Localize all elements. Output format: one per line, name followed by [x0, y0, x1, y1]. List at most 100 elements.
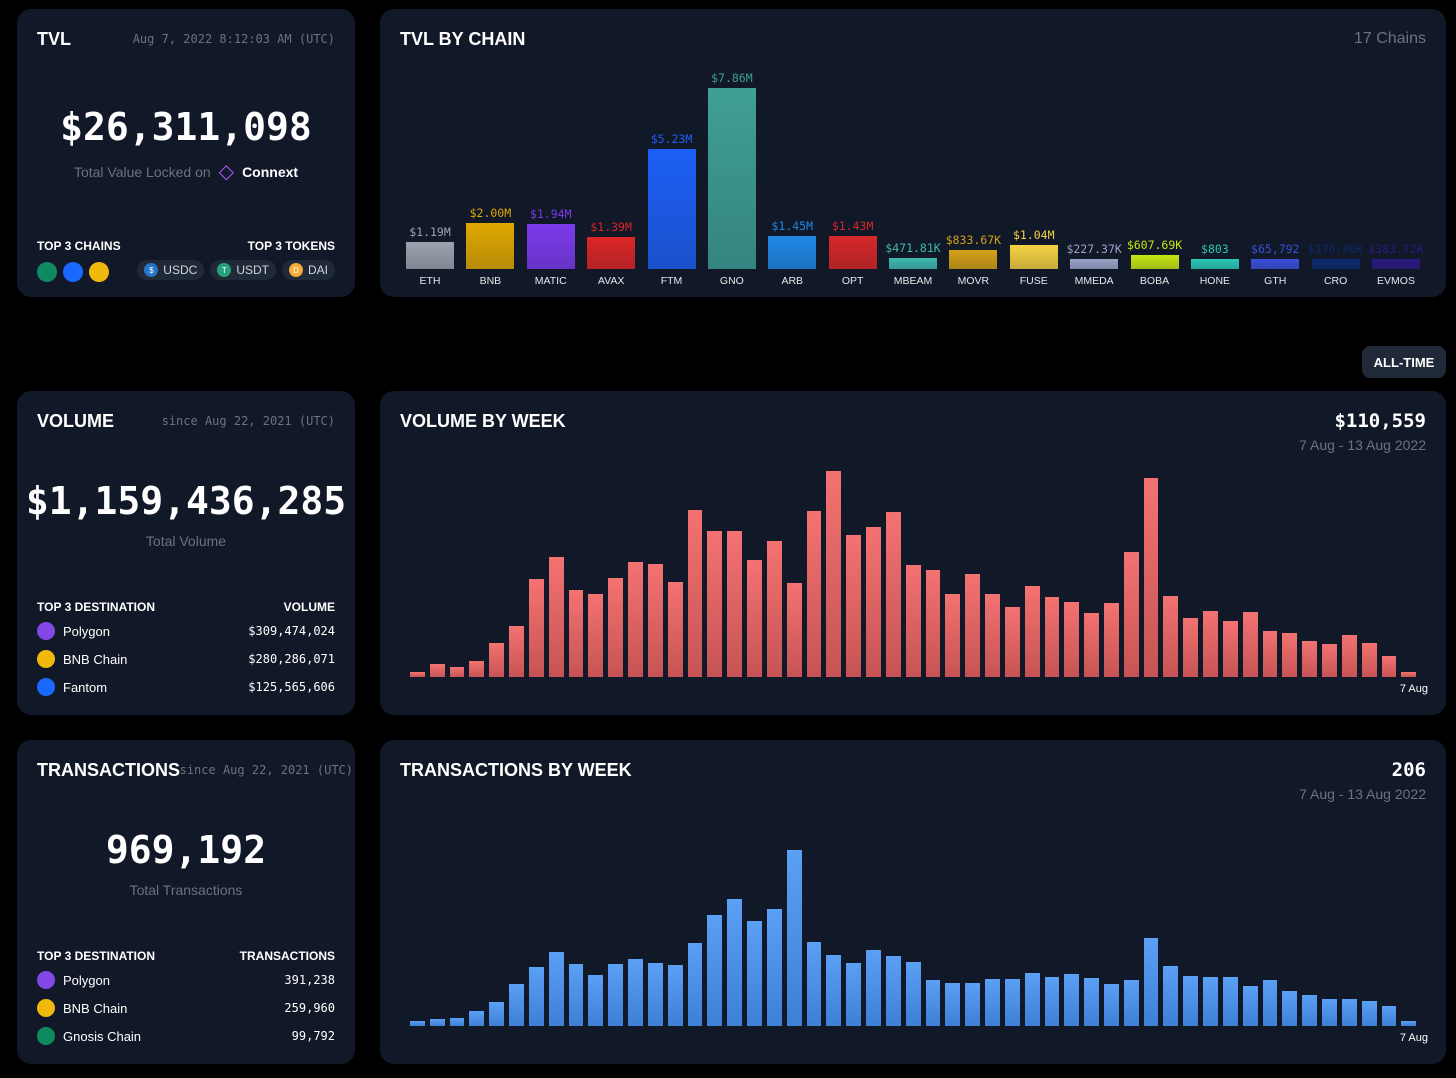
tvl-bar[interactable] — [768, 235, 817, 269]
week-bar[interactable] — [1103, 983, 1119, 1026]
week-bar[interactable] — [667, 965, 683, 1026]
week-bar[interactable] — [1004, 606, 1020, 677]
week-bar[interactable] — [866, 949, 881, 1026]
week-bar[interactable] — [687, 510, 703, 677]
tvl-bar[interactable] — [949, 249, 998, 269]
week-bar[interactable] — [1203, 610, 1218, 677]
week-bar[interactable] — [766, 908, 782, 1026]
tvl-bar[interactable] — [1311, 259, 1360, 269]
week-bar[interactable] — [469, 660, 485, 677]
tvl-bar[interactable] — [647, 148, 696, 269]
week-bar[interactable] — [509, 626, 524, 677]
week-bar[interactable] — [727, 898, 743, 1026]
tvl-bar[interactable] — [707, 88, 756, 269]
week-bar[interactable] — [528, 967, 544, 1026]
tvl-bar[interactable] — [587, 237, 636, 269]
week-bar[interactable] — [747, 559, 762, 677]
week-bar[interactable] — [1143, 477, 1159, 677]
tvl-bar[interactable] — [1130, 255, 1179, 269]
week-bar[interactable] — [846, 963, 862, 1026]
week-bar[interactable] — [945, 593, 961, 677]
week-bar[interactable] — [1282, 632, 1298, 677]
week-bar[interactable] — [1222, 977, 1238, 1026]
week-bar[interactable] — [528, 579, 544, 677]
week-bar[interactable] — [1361, 643, 1377, 677]
week-bar[interactable] — [707, 530, 723, 677]
week-bar[interactable] — [667, 581, 683, 677]
week-bar[interactable] — [846, 534, 862, 677]
week-bar[interactable] — [647, 564, 663, 677]
week-bar[interactable] — [965, 982, 981, 1026]
week-bar[interactable] — [885, 512, 901, 677]
week-bar[interactable] — [1302, 994, 1318, 1026]
week-bar[interactable] — [1044, 596, 1060, 677]
week-bar[interactable] — [1183, 618, 1199, 677]
week-bar[interactable] — [806, 511, 822, 677]
week-bar[interactable] — [469, 1010, 485, 1026]
week-bar[interactable] — [548, 556, 564, 677]
week-bar[interactable] — [1064, 602, 1080, 677]
week-bar[interactable] — [1024, 972, 1040, 1026]
week-bar[interactable] — [1401, 671, 1417, 677]
week-bar[interactable] — [1242, 611, 1258, 677]
tvl-bar[interactable] — [1372, 259, 1420, 269]
week-bar[interactable] — [429, 1019, 445, 1026]
week-bar[interactable] — [1361, 1001, 1377, 1026]
week-bar[interactable] — [1044, 977, 1060, 1026]
week-bar[interactable] — [905, 565, 921, 677]
week-bar[interactable] — [608, 578, 624, 677]
week-bar[interactable] — [1024, 585, 1040, 677]
week-bar[interactable] — [786, 582, 802, 677]
week-bar[interactable] — [1123, 980, 1139, 1026]
week-bar[interactable] — [628, 562, 643, 677]
week-bar[interactable] — [608, 964, 624, 1026]
tvl-bar[interactable] — [466, 222, 515, 269]
week-bar[interactable] — [885, 956, 901, 1026]
week-bar[interactable] — [727, 530, 743, 677]
week-bar[interactable] — [1302, 641, 1318, 677]
week-bar[interactable] — [985, 979, 1000, 1026]
week-bar[interactable] — [568, 590, 584, 677]
week-bar[interactable] — [1004, 979, 1020, 1026]
week-bar[interactable] — [489, 643, 505, 677]
week-bar[interactable] — [925, 980, 941, 1026]
week-bar[interactable] — [568, 964, 584, 1026]
week-bar[interactable] — [1163, 966, 1179, 1026]
week-bar[interactable] — [1381, 656, 1397, 677]
week-bar[interactable] — [489, 1002, 505, 1026]
week-bar[interactable] — [410, 671, 425, 677]
week-bar[interactable] — [628, 958, 643, 1026]
week-bar[interactable] — [1341, 634, 1357, 677]
week-bar[interactable] — [588, 974, 604, 1026]
tvl-bar[interactable] — [406, 241, 454, 269]
all-time-button[interactable]: ALL-TIME — [1362, 346, 1446, 378]
week-bar[interactable] — [1381, 1006, 1397, 1026]
tvl-bar[interactable] — [1070, 259, 1119, 269]
tvl-bar[interactable] — [526, 224, 575, 269]
week-bar[interactable] — [945, 982, 961, 1026]
week-bar[interactable] — [1123, 552, 1139, 677]
week-bar[interactable] — [747, 920, 762, 1026]
tvl-bar[interactable] — [828, 236, 877, 269]
week-bar[interactable] — [687, 943, 703, 1026]
week-bar[interactable] — [449, 667, 465, 677]
tvl-bar[interactable] — [889, 258, 937, 269]
week-bar[interactable] — [1183, 976, 1199, 1026]
week-bar[interactable] — [1242, 985, 1258, 1026]
week-bar[interactable] — [548, 952, 564, 1026]
week-bar[interactable] — [1203, 977, 1218, 1026]
week-bar[interactable] — [1282, 991, 1298, 1026]
week-bar[interactable] — [1322, 998, 1337, 1026]
week-bar[interactable] — [429, 664, 445, 677]
week-bar[interactable] — [1262, 631, 1278, 677]
week-bar[interactable] — [509, 983, 524, 1026]
week-bar[interactable] — [1103, 603, 1119, 677]
week-bar[interactable] — [1143, 938, 1159, 1026]
week-bar[interactable] — [766, 541, 782, 677]
week-bar[interactable] — [1163, 595, 1179, 677]
week-bar[interactable] — [866, 527, 881, 677]
tvl-bar[interactable] — [1190, 259, 1239, 269]
week-bar[interactable] — [1341, 998, 1357, 1026]
week-bar[interactable] — [410, 1020, 425, 1026]
week-bar[interactable] — [905, 961, 921, 1026]
